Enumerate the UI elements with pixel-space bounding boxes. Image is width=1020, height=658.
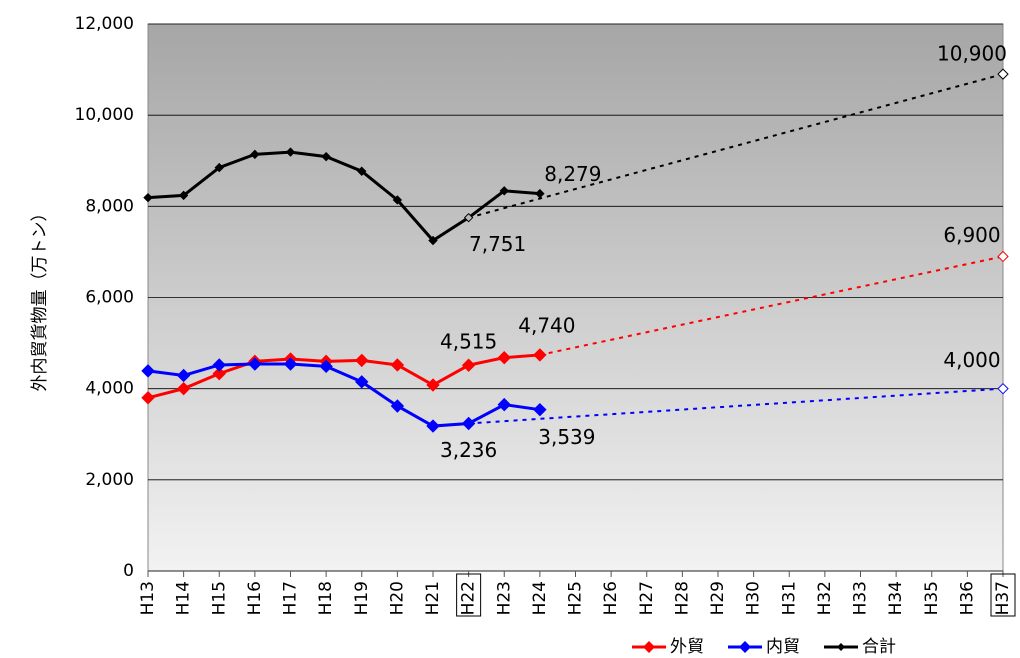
projection-point — [997, 382, 1009, 395]
category-box — [990, 573, 1016, 617]
data-point — [212, 358, 226, 372]
data-label: 4,740 — [518, 313, 575, 337]
data-label: 3,539 — [538, 425, 595, 449]
y-tick-label: 8,000 — [85, 196, 134, 216]
x-tick-label: H22 — [459, 581, 479, 615]
x-tick-label: H33 — [851, 581, 871, 615]
data-label: 6,900 — [943, 223, 1000, 247]
data-point — [533, 348, 547, 362]
x-tick-label: H20 — [387, 581, 407, 615]
data-point — [283, 357, 298, 371]
legend-marker — [643, 641, 655, 653]
y-tick-label: 6,000 — [85, 288, 134, 308]
x-tick-label: H30 — [744, 581, 764, 615]
data-label: 3,236 — [440, 438, 497, 462]
x-tick-label: H34 — [886, 581, 906, 615]
data-point — [426, 419, 440, 433]
x-tick-label: H25 — [566, 581, 586, 615]
y-tick-label: 10,000 — [75, 105, 134, 125]
data-point — [390, 399, 405, 413]
legend-marker — [739, 641, 751, 653]
x-tick-label: H29 — [708, 581, 728, 615]
data-point — [176, 368, 191, 383]
y-tick-label: 12,000 — [75, 14, 134, 34]
x-tick-label: H14 — [174, 581, 194, 615]
data-point — [355, 375, 369, 389]
data-point — [141, 364, 155, 378]
y-axis-label: 外内貿貨物量（万トン） — [30, 205, 50, 392]
data-point — [285, 147, 296, 157]
x-tick-label: H26 — [601, 581, 621, 615]
projection-point — [997, 68, 1009, 80]
legend-label: 合計 — [862, 637, 896, 657]
x-tick-label: H28 — [672, 581, 692, 615]
data-point — [533, 402, 547, 417]
projection-line — [468, 73, 1004, 219]
data-point — [461, 358, 476, 372]
x-tick-label: H21 — [423, 581, 443, 615]
data-point — [426, 378, 440, 392]
data-label: 4,515 — [440, 330, 497, 354]
data-point — [176, 381, 191, 396]
legend-label: 内貿 — [766, 637, 800, 657]
data-point — [355, 353, 369, 368]
series-line — [147, 362, 541, 428]
data-point — [357, 166, 367, 176]
category-box — [456, 573, 482, 617]
x-tick-label: H27 — [637, 581, 657, 615]
projection-line — [539, 255, 1004, 356]
series-line — [147, 353, 540, 400]
projection-point — [997, 250, 1009, 263]
data-point — [499, 186, 509, 196]
y-tick-label: 0 — [123, 561, 134, 581]
data-label: 7,751 — [469, 232, 526, 256]
series-line — [147, 150, 540, 243]
x-tick-label: H32 — [815, 581, 835, 615]
x-tick-label: H24 — [530, 581, 550, 615]
data-point — [497, 397, 511, 412]
data-point — [535, 188, 545, 199]
x-tick-label: H17 — [281, 581, 301, 615]
data-point — [321, 151, 331, 162]
x-tick-label: H19 — [352, 581, 372, 615]
data-point — [428, 235, 438, 246]
x-tick-label: H37 — [993, 581, 1013, 615]
legend-label: 外貿 — [670, 637, 704, 657]
y-tick-label: 4,000 — [85, 379, 134, 399]
data-point — [497, 350, 511, 365]
data-point — [178, 190, 189, 201]
data-point — [250, 149, 260, 160]
data-point — [392, 195, 403, 205]
data-point — [390, 358, 405, 372]
data-point — [212, 366, 226, 381]
y-tick-label: 2,000 — [85, 470, 134, 490]
data-label: 4,000 — [943, 348, 1000, 372]
data-point — [141, 391, 155, 405]
data-point — [214, 162, 224, 173]
x-tick-label: H35 — [922, 581, 942, 615]
x-tick-label: H23 — [494, 581, 514, 615]
legend-marker — [837, 643, 845, 651]
data-point — [461, 416, 476, 431]
x-tick-label: H18 — [316, 581, 336, 615]
x-tick-label: H13 — [138, 581, 158, 615]
data-label: 8,279 — [544, 162, 601, 186]
data-point — [143, 192, 153, 203]
data-point — [319, 359, 333, 374]
x-tick-label: H31 — [779, 581, 799, 615]
x-tick-label: H36 — [957, 581, 977, 615]
x-tick-label: H16 — [245, 581, 265, 615]
data-label: 10,900 — [937, 42, 1007, 66]
data-point — [463, 212, 474, 223]
x-tick-label: H15 — [209, 581, 229, 615]
data-point — [248, 357, 262, 371]
